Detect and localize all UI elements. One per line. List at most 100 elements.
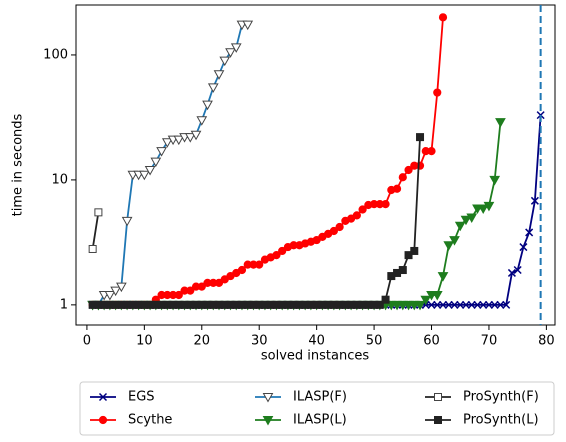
- data-point: [438, 13, 448, 22]
- legend-label: Scythe: [128, 413, 172, 428]
- data-point: [473, 300, 482, 309]
- data-point: [467, 300, 476, 309]
- data-point: [449, 236, 460, 246]
- data-point: [104, 290, 116, 301]
- legend-marker: [98, 415, 108, 425]
- data-point: [477, 204, 489, 215]
- series-line: [92, 137, 421, 306]
- data-point: [190, 130, 202, 141]
- data-point: [352, 211, 361, 220]
- data-point: [456, 300, 465, 309]
- data-point: [519, 243, 528, 252]
- x-tick-label: 40: [308, 334, 325, 349]
- data-point: [513, 265, 522, 275]
- y-tick-label: 10: [51, 172, 68, 187]
- legend-label: ProSynth(F): [463, 390, 539, 405]
- data-point: [431, 290, 443, 301]
- data-point: [110, 286, 121, 297]
- data-point: [202, 100, 213, 111]
- data-point: [197, 282, 206, 291]
- data-point: [184, 133, 196, 143]
- x-tick-label: 30: [251, 334, 268, 349]
- data-point: [278, 246, 287, 256]
- legend-label: ProSynth(L): [463, 413, 539, 428]
- data-point: [416, 133, 425, 142]
- x-tick-label: 80: [538, 334, 555, 349]
- data-point: [496, 300, 505, 309]
- plot-frame: [75, 4, 556, 326]
- data-point: [214, 278, 224, 287]
- data-point: [144, 166, 156, 176]
- data-point: [398, 173, 407, 182]
- data-point: [483, 201, 495, 212]
- data-point: [242, 20, 254, 31]
- data-point: [173, 135, 185, 146]
- legend-marker: [262, 416, 274, 426]
- data-point: [507, 268, 516, 277]
- data-point: [525, 228, 534, 237]
- data-point: [255, 260, 264, 269]
- data-point: [230, 43, 242, 53]
- data-point: [437, 272, 449, 282]
- data-point: [174, 290, 183, 300]
- data-point: [479, 300, 488, 309]
- data-point: [433, 88, 442, 97]
- data-point: [443, 241, 455, 251]
- data-point: [138, 170, 150, 181]
- legend-marker: [98, 392, 108, 402]
- data-point: [484, 300, 493, 309]
- legend-label: ILASP(L): [293, 413, 347, 428]
- data-point: [94, 208, 103, 217]
- series-line: [92, 115, 542, 306]
- data-point: [433, 300, 442, 309]
- data-point: [272, 251, 281, 260]
- data-point: [398, 266, 407, 275]
- data-point: [335, 222, 344, 232]
- data-point: [460, 215, 472, 226]
- data-point: [495, 118, 506, 128]
- data-point: [454, 221, 466, 232]
- data-point: [225, 48, 236, 58]
- data-point: [444, 300, 453, 309]
- data-point: [489, 175, 501, 186]
- data-point: [196, 116, 208, 126]
- x-tick-label: 50: [366, 334, 383, 349]
- data-point: [414, 300, 426, 311]
- legend-marker: [262, 393, 274, 403]
- y-tick-label: 1: [60, 297, 68, 312]
- data-point: [156, 147, 167, 157]
- data-point: [420, 295, 432, 306]
- data-point: [381, 200, 390, 209]
- data-point: [161, 138, 173, 148]
- data-point: [375, 300, 384, 309]
- legend-marker: [434, 416, 442, 424]
- data-point: [404, 165, 413, 175]
- x-tick-label: 60: [423, 334, 440, 349]
- data-point: [438, 300, 448, 309]
- data-point: [358, 205, 367, 214]
- y-tick-label: 100: [43, 47, 68, 62]
- series-line: [91, 212, 100, 250]
- legend-marker: [434, 393, 442, 401]
- x-tick-label: 10: [136, 334, 153, 349]
- x-axis-label: solved instances: [261, 349, 369, 364]
- data-point: [461, 300, 471, 309]
- data-point: [150, 157, 162, 168]
- data-point: [219, 56, 231, 67]
- x-tick-label: 20: [194, 334, 211, 349]
- data-point: [186, 286, 195, 295]
- data-point: [237, 265, 247, 275]
- data-point: [404, 251, 413, 260]
- data-point: [116, 282, 127, 293]
- data-point: [329, 226, 338, 236]
- data-point: [392, 184, 402, 193]
- y-axis-label: time in seconds: [11, 113, 26, 216]
- data-point: [410, 246, 419, 255]
- data-point: [450, 300, 459, 309]
- data-point: [427, 147, 436, 156]
- data-point: [207, 83, 219, 93]
- data-point: [121, 216, 133, 227]
- x-tick-label: 0: [83, 334, 91, 349]
- legend-label: EGS: [128, 390, 155, 405]
